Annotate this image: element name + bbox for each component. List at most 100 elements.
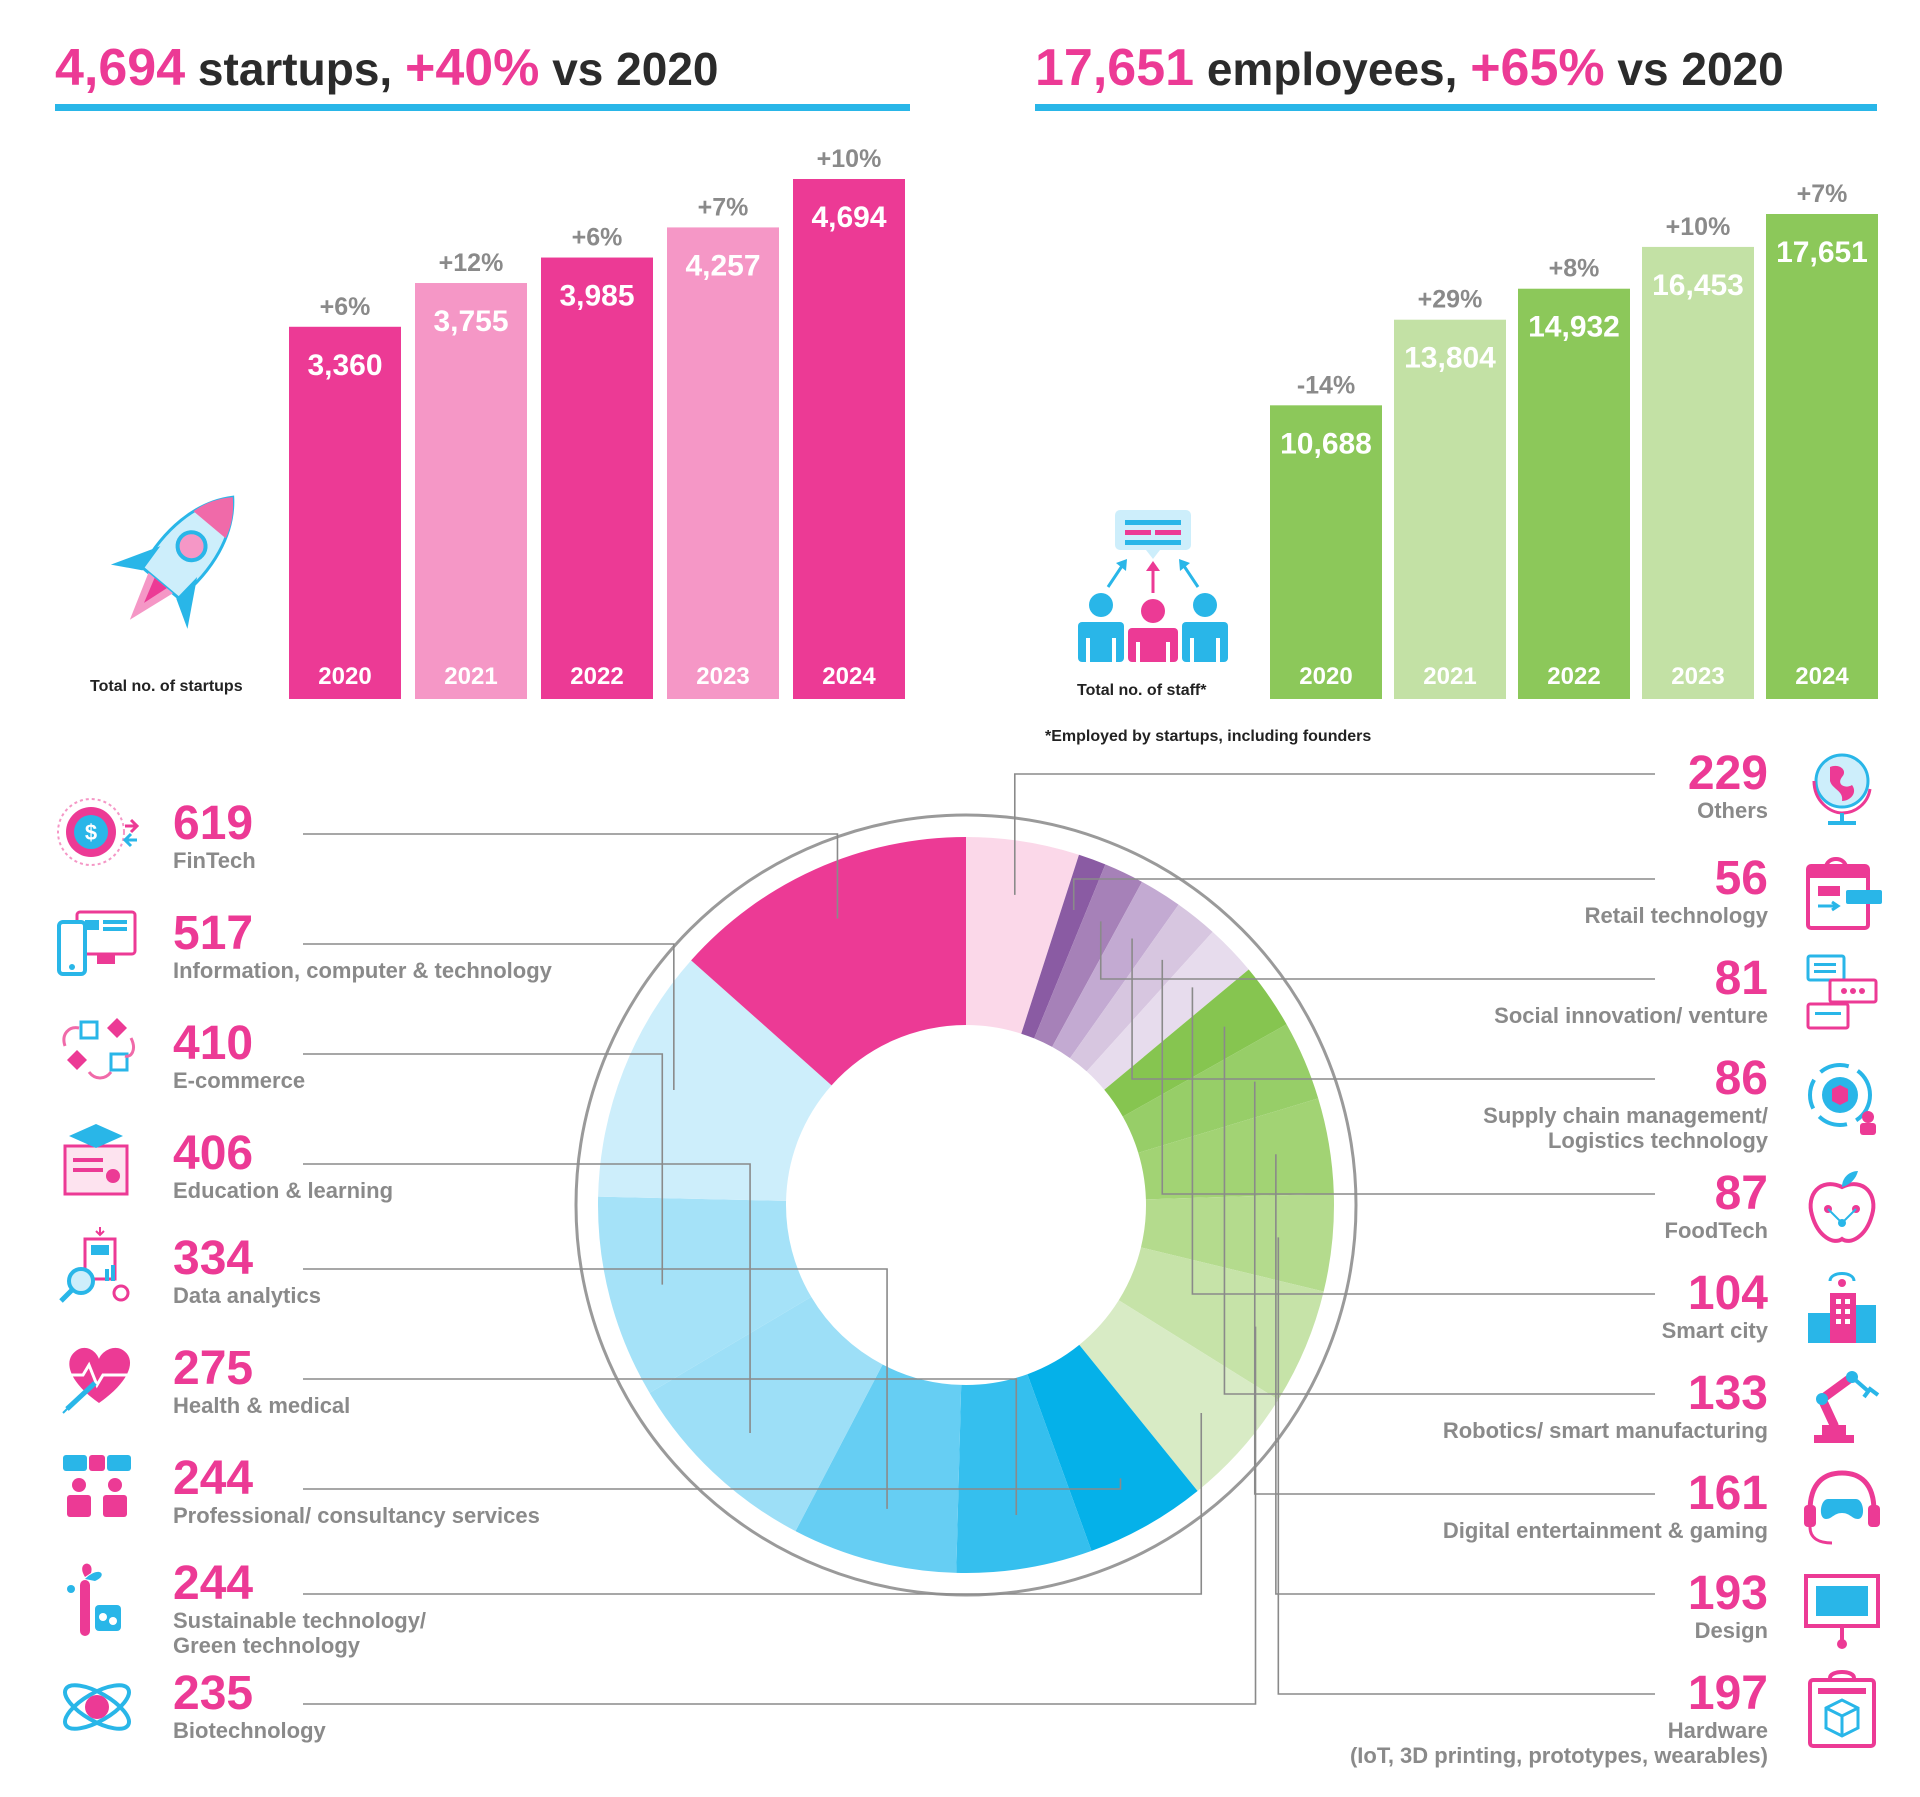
category-count: 161: [1687, 1467, 1768, 1520]
startups-change-label: +6%: [320, 293, 371, 321]
staff-value-label: 17,651: [1776, 236, 1868, 269]
leader-line: [303, 1163, 751, 1433]
leader-line: [1161, 959, 1655, 1195]
headline-startups-pct: +40%: [404, 39, 540, 97]
category-label: 86 Supply chain management/ Logistics tec…: [1483, 1055, 1768, 1154]
staff-bar-2023: [1642, 246, 1754, 700]
category-name: Sustainable technology/ Green technology: [173, 1608, 427, 1658]
staff-bar-2020: [1270, 405, 1382, 699]
donut-slice: [956, 1374, 1092, 1574]
staff-bar-2024: [1766, 214, 1878, 699]
gaming-headset-icon: [1804, 1470, 1880, 1545]
svg-text:$: $: [85, 820, 97, 845]
leader-line: [1191, 987, 1655, 1295]
donut-slice: [795, 1364, 962, 1573]
donut-slice: [1034, 864, 1143, 1047]
staff-value-label: 13,804: [1404, 342, 1496, 375]
category-name: Health & medical: [173, 1393, 351, 1418]
leader-line: [303, 1053, 664, 1285]
staff-bar-2021: [1394, 319, 1506, 699]
rocket-icon: [110, 495, 235, 629]
donut-slice: [1138, 1098, 1334, 1200]
category-label: 244 Sustainable technology/ Green technol…: [173, 1560, 427, 1659]
staff-year-label: 2021: [1423, 663, 1476, 690]
category-name: Social innovation/ venture: [1494, 1003, 1768, 1028]
leader-line: [1072, 878, 1655, 911]
staff-change-label: +10%: [1666, 213, 1731, 241]
category-count: 275: [173, 1342, 254, 1395]
staff-change-label: -14%: [1297, 371, 1355, 399]
startups-bar-2023: [667, 227, 779, 699]
leader-line: [303, 833, 839, 919]
consultancy-people-icon: [63, 1455, 131, 1517]
leader-line: [303, 1378, 1018, 1515]
category-count: 619: [173, 797, 254, 850]
leader-line: [1277, 1237, 1655, 1695]
startups-change-label: +6%: [572, 224, 623, 252]
category-name: Information, computer & technology: [173, 958, 552, 983]
startups-year-label: 2020: [318, 663, 371, 690]
hardware-3d-printer-icon: [1808, 1670, 1876, 1748]
startups-bar-2022: [541, 257, 653, 699]
category-label: 133 Robotics/ smart manufacturing: [1442, 1370, 1768, 1444]
green-tech-plant-icon: [67, 1563, 121, 1636]
leader-line: [303, 1478, 1122, 1490]
category-label: 619 FinTech: [173, 797, 256, 874]
atom-icon: [63, 1683, 131, 1731]
category-count: 229: [1687, 747, 1768, 800]
donut-slice: [1052, 881, 1179, 1059]
category-label: 56 Retail technology: [1585, 855, 1768, 929]
team-presentation-icon: [1078, 510, 1228, 662]
category-name: Data analytics: [173, 1283, 321, 1308]
leader-line: [303, 1268, 888, 1509]
category-count: 193: [1687, 1567, 1768, 1620]
headline-startups-value: 4,694: [55, 39, 186, 97]
leader-line: [1099, 921, 1655, 980]
category-label: 197 Hardware (IoT, 3D printing, prototype…: [1350, 1670, 1768, 1769]
leader-line: [1131, 938, 1655, 1080]
startups-year-label: 2023: [696, 663, 749, 690]
category-name: Smart city: [1661, 1318, 1768, 1343]
globe-icon: [1812, 753, 1872, 825]
headline-employees-pct: +65%: [1470, 39, 1605, 97]
staff-change-label: +8%: [1549, 255, 1600, 283]
fintech-dollar-icon: $: [57, 798, 139, 866]
category-name: Supply chain management/ Logistics techn…: [1483, 1103, 1768, 1153]
category-count: 235: [173, 1667, 254, 1720]
donut-slice: [598, 1196, 812, 1393]
smart-city-icon: [1808, 1272, 1876, 1343]
category-label: 104 Smart city: [1661, 1267, 1768, 1344]
category-name: Biotechnology: [173, 1718, 326, 1743]
ecommerce-flow-icon: [62, 1018, 135, 1080]
startups-value-label: 3,360: [307, 349, 382, 382]
category-label: 161 Digital entertainment & gaming: [1443, 1467, 1768, 1544]
startups-chart-caption: Total no. of startups: [90, 678, 243, 695]
headline-startups-rule: [55, 104, 910, 111]
category-name: Robotics/ smart manufacturing: [1442, 1418, 1768, 1443]
startups-bar-2021: [415, 283, 527, 699]
category-count: 334: [173, 1232, 254, 1285]
category-label: 235 Biotechnology: [173, 1667, 326, 1744]
startups-year-label: 2021: [444, 663, 497, 690]
startups-value-label: 4,694: [811, 201, 886, 234]
startups-bar-chart: 3,360 +6% 2020 3,755 +12% 2021 3,985 +6% 2022 4,2…: [289, 145, 905, 699]
startups-bar-2020: [289, 326, 401, 699]
category-name: E-commerce: [173, 1068, 306, 1093]
retail-bag-icon: [1806, 857, 1882, 930]
supply-chain-gear-icon: [1808, 1063, 1876, 1135]
foodtech-apple-icon: [1808, 1171, 1876, 1243]
staff-value-label: 16,453: [1652, 269, 1744, 302]
category-label: 81 Social innovation/ venture: [1494, 955, 1768, 1029]
donut-slice: [1079, 1300, 1279, 1491]
data-analytics-icon: [59, 1227, 130, 1303]
computer-devices-icon: [57, 910, 137, 976]
category-label: 229 Others: [1687, 747, 1768, 824]
category-name: Design: [1694, 1618, 1768, 1643]
headline-employees-value: 17,651: [1035, 39, 1195, 97]
category-name: Education & learning: [173, 1178, 394, 1203]
category-label: 193 Design: [1687, 1567, 1768, 1644]
category-count: 244: [173, 1452, 254, 1505]
category-label: 334 Data analytics: [173, 1232, 321, 1309]
category-count: 104: [1687, 1267, 1768, 1320]
leader-line: [303, 943, 675, 1090]
